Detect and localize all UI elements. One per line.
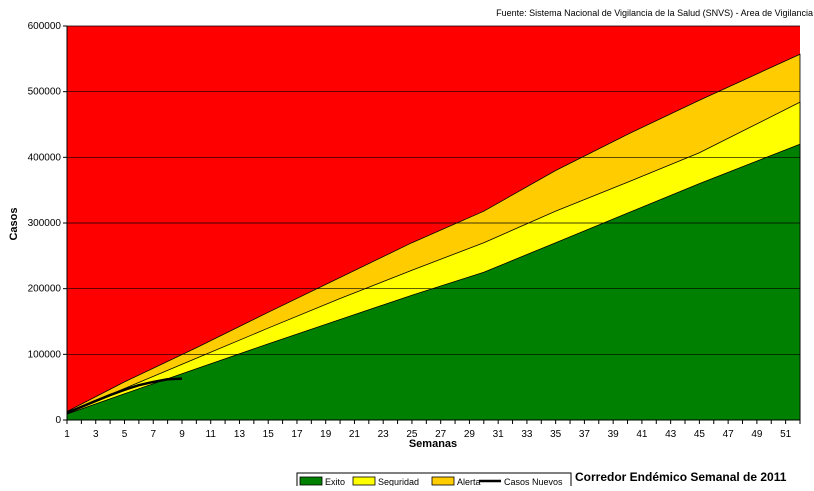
y-tick-label: 200000 (28, 284, 62, 295)
area-exito (66, 143, 801, 421)
legend-swatch (431, 476, 455, 486)
y-axis-title: Casos (8, 207, 20, 240)
legend-label: Seguridad (378, 477, 419, 486)
x-tick-label: 5 (122, 429, 128, 440)
x-tick-label: 33 (521, 429, 533, 440)
x-tick-label: 37 (579, 429, 591, 440)
line-series-group (66, 377, 183, 414)
y-tick-labels: 0 100000 200000 300000 400000 500000 600000 (28, 21, 62, 426)
x-tick-label: 9 (179, 429, 185, 440)
x-tick-label: 25 (406, 429, 418, 440)
x-tick-label: 43 (665, 429, 677, 440)
x-tick-label: 31 (493, 429, 505, 440)
legend-swatch (299, 476, 323, 486)
chart-title: Corredor Endémico Semanal de 2011 (575, 470, 787, 484)
x-tick-label: 1 (64, 429, 70, 440)
x-tick-label: 51 (780, 429, 792, 440)
x-tick-label: 21 (349, 429, 361, 440)
line-casos-nuevos (66, 377, 183, 414)
x-tick-labels: 1 3 5 7 9 11 13 15 17 19 21 23 25 27 29 31 33 35 37 39 41 43 4… (64, 429, 791, 440)
x-tick-label: 39 (608, 429, 620, 440)
legend-label: Casos Nuevos (504, 477, 563, 486)
legend: Exito Seguridad Alerta Casos Nuevos (296, 472, 572, 490)
x-tick-label: 19 (320, 429, 332, 440)
legend-swatch (352, 476, 376, 486)
x-tick-label: 13 (234, 429, 246, 440)
source-note: Fuente: Sistema Nacional de Vigilancia d… (496, 8, 813, 18)
x-tick-label: 23 (378, 429, 390, 440)
x-tick-label: 3 (93, 429, 99, 440)
gridlines (67, 25, 800, 355)
y-tick-label: 0 (55, 415, 61, 426)
x-tick-label: 49 (751, 429, 763, 440)
x-tick-label: 27 (435, 429, 447, 440)
x-tick-label: 15 (263, 429, 275, 440)
legend-items: Exito Seguridad Alerta Casos Nuevos (299, 476, 563, 487)
y-tick-label: 400000 (28, 152, 62, 163)
legend-label: Alerta (457, 477, 481, 486)
axes (63, 25, 801, 424)
x-tick-label: 47 (723, 429, 735, 440)
y-tick-label: 100000 (28, 349, 62, 360)
x-tick-label: 17 (291, 429, 303, 440)
x-axis-title: Semanas (409, 438, 457, 450)
area-series-group (66, 53, 801, 421)
x-tick-label: 45 (694, 429, 706, 440)
x-tick-label: 11 (206, 429, 217, 440)
x-tick-label: 35 (550, 429, 562, 440)
y-tick-label: 600000 (28, 21, 62, 32)
x-tick-label: 41 (636, 429, 648, 440)
y-tick-label: 300000 (28, 218, 62, 229)
x-tick-label: 7 (150, 429, 156, 440)
x-tick-label: 29 (464, 429, 476, 440)
legend-label: Exito (325, 477, 345, 486)
y-tick-label: 500000 (28, 87, 62, 98)
